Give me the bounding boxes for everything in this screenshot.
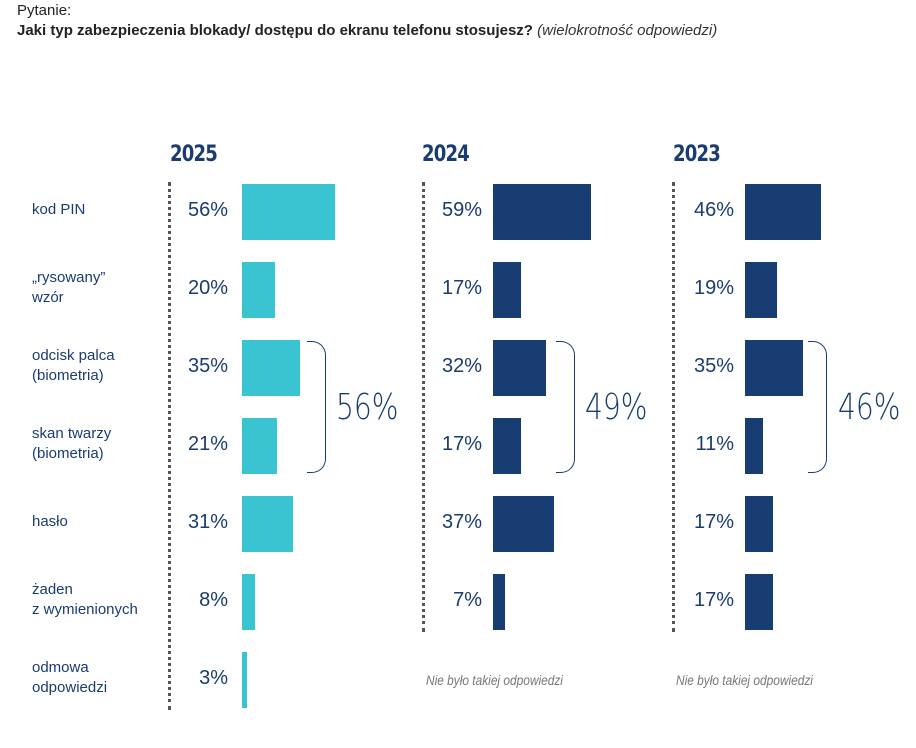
bar [242, 262, 276, 318]
category-line: żaden [32, 581, 73, 598]
bar [493, 184, 591, 240]
value-label: 17% [693, 511, 734, 533]
category-label: żaden z wymienionych [32, 580, 138, 620]
bar [242, 340, 301, 396]
value-label: 17% [441, 433, 482, 455]
category-line: odmowa [32, 659, 89, 676]
bar [242, 184, 335, 240]
value-label: 20% [187, 277, 228, 299]
question-main: Jaki typ zabezpieczenia blokady/ dostępu… [17, 22, 533, 39]
value-label: 35% [693, 355, 734, 377]
bar [745, 262, 777, 318]
biometrics-total: 56% [336, 387, 399, 428]
category-label: hasło [32, 512, 68, 532]
category-line: z wymienionych [32, 601, 138, 618]
value-label: 19% [693, 277, 734, 299]
no-answer-note: Nie było takiej odpowiedzi [676, 672, 813, 688]
value-label: 56% [187, 199, 228, 221]
bar [242, 496, 294, 552]
category-line: odpowiedzi [32, 679, 108, 696]
biometrics-total: 46% [838, 387, 901, 428]
bar [745, 184, 822, 240]
value-label: 46% [693, 199, 734, 221]
category-line: skan twarzy [32, 425, 112, 442]
value-label: 32% [441, 355, 482, 377]
biometrics-total: 49% [585, 387, 648, 428]
category-line: hasło [32, 513, 68, 530]
value-label: 17% [693, 589, 734, 611]
bar [493, 496, 555, 552]
bar [745, 418, 764, 474]
bar [493, 418, 522, 474]
bar [242, 652, 247, 708]
value-label: 31% [187, 511, 228, 533]
biometrics-bracket [307, 341, 326, 473]
category-line: (biometria) [32, 367, 104, 384]
year-heading-2025: 2025 [170, 142, 218, 167]
value-label: 3% [199, 667, 228, 689]
bar [745, 574, 774, 630]
category-label: kod PIN [32, 200, 85, 220]
value-label: 35% [187, 355, 228, 377]
category-line: „rysowany” [32, 269, 106, 286]
year-heading-2024: 2024 [422, 142, 470, 167]
bar [242, 574, 256, 630]
category-line: odcisk palca [32, 347, 115, 364]
no-answer-note: Nie było takiej odpowiedzi [426, 672, 563, 688]
bar [242, 418, 277, 474]
question-text: Jaki typ zabezpieczenia blokady/ dostępu… [17, 22, 717, 39]
question-label: Pytanie: [17, 2, 72, 19]
year-heading-2023: 2023 [673, 142, 721, 167]
biometrics-bracket [556, 341, 575, 473]
category-line: wzór [32, 289, 64, 306]
biometrics-bracket [808, 341, 827, 473]
dotted-separator [672, 182, 678, 632]
category-label: odmowa odpowiedzi [32, 658, 107, 698]
value-label: 8% [199, 589, 228, 611]
bar [493, 340, 547, 396]
category-label: odcisk palca (biometria) [32, 346, 115, 386]
category-line: kod PIN [32, 201, 86, 218]
bar [493, 262, 522, 318]
value-label: 7% [453, 589, 482, 611]
category-label: skan twarzy (biometria) [32, 424, 111, 464]
value-label: 37% [441, 511, 482, 533]
value-label: 11% [695, 433, 734, 455]
dotted-separator [168, 182, 174, 710]
category-label: „rysowany” wzór [32, 268, 105, 308]
value-label: 17% [441, 277, 482, 299]
dotted-separator [422, 182, 428, 632]
bar [745, 496, 774, 552]
value-label: 59% [441, 199, 482, 221]
bar [745, 340, 804, 396]
question-note: (wielokrotność odpowiedzi) [537, 22, 718, 39]
bar [493, 574, 505, 630]
category-line: (biometria) [32, 445, 104, 462]
value-label: 21% [187, 433, 228, 455]
